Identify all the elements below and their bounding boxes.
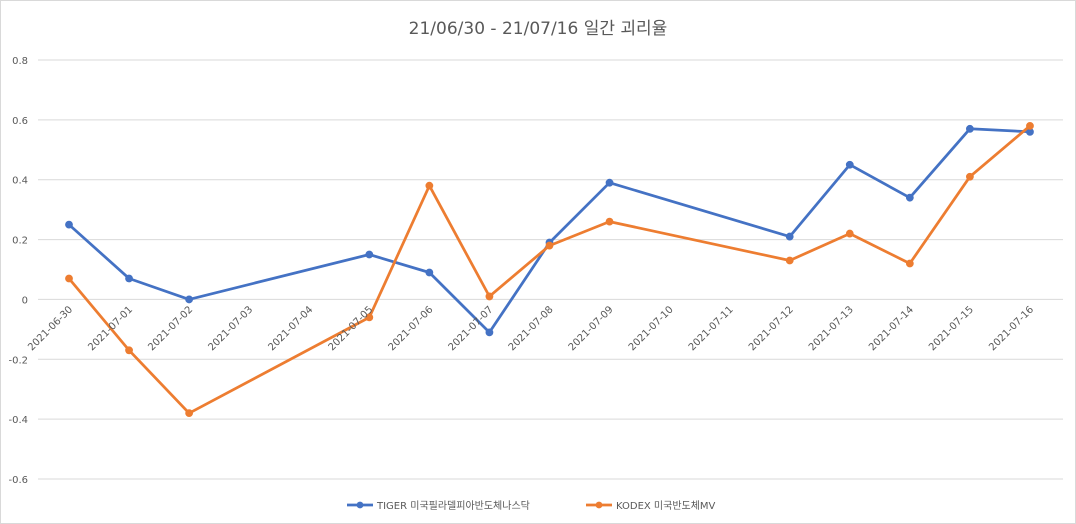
x-tick-label: 2021-07-05: [327, 304, 376, 353]
data-point: [365, 250, 374, 259]
data-point: [966, 172, 974, 181]
data-point: [785, 232, 794, 241]
legend-swatch-marker: [356, 501, 364, 509]
x-tick-label: 2021-07-06: [387, 304, 436, 353]
x-tick-label: 2021-07-03: [206, 304, 255, 353]
data-point: [1026, 121, 1034, 130]
data-point: [65, 274, 73, 283]
data-point: [425, 181, 434, 190]
series-line: [67, 124, 1032, 415]
series-1: [65, 124, 1034, 337]
data-point: [365, 313, 374, 322]
data-point: [845, 229, 854, 238]
data-point: [605, 217, 614, 226]
x-tick-label: 2021-07-09: [567, 304, 616, 353]
legend-swatch-marker: [595, 501, 603, 509]
x-tick-label: 2021-07-04: [266, 304, 315, 353]
x-tick-label: 2021-07-16: [987, 304, 1036, 353]
data-point: [125, 274, 133, 283]
gridlines: [38, 59, 1063, 480]
series-layer: [65, 121, 1034, 418]
chart-title: 21/06/30 - 21/07/16 일간 괴리율: [409, 19, 668, 39]
x-tick-label: 2021-07-01: [86, 304, 135, 353]
x-tick-label: 2021-07-10: [627, 304, 676, 353]
y-axis-ticks: 0.8 0.6 0.4 0.2 0 -0.2 -0.4 -0.6: [8, 56, 28, 486]
data-point: [65, 220, 73, 229]
y-tick-label: 0.8: [12, 56, 28, 67]
y-tick-label: -0.2: [8, 355, 28, 366]
legend-label: TIGER 미국필라델피아반도체나스닥: [376, 500, 530, 512]
data-point: [905, 259, 914, 268]
data-point: [185, 295, 194, 304]
x-tick-label: 2021-07-13: [807, 304, 856, 353]
data-point: [485, 328, 494, 337]
data-point: [185, 409, 194, 418]
y-tick-label: 0.6: [12, 116, 28, 127]
x-tick-label: 2021-07-14: [867, 304, 916, 353]
data-point: [845, 160, 854, 169]
x-tick-label: 2021-07-02: [146, 304, 195, 353]
data-point: [425, 268, 434, 277]
y-tick-label: 0.2: [12, 236, 28, 247]
y-tick-label: -0.6: [8, 475, 28, 486]
x-tick-label: 2021-07-12: [747, 304, 796, 353]
x-tick-label: 2021-07-11: [687, 304, 736, 353]
series-line: [67, 127, 1032, 334]
data-point: [905, 193, 914, 202]
data-point: [605, 178, 614, 187]
legend: TIGER 미국필라델피아반도체나스닥 KODEX 미국반도체MV: [347, 500, 716, 512]
y-tick-label: -0.4: [8, 415, 28, 426]
data-point: [125, 346, 133, 355]
x-tick-label: 2021-07-08: [507, 304, 556, 353]
y-tick-label: 0: [22, 295, 28, 306]
data-point: [785, 256, 794, 265]
data-point: [545, 241, 554, 250]
data-point: [485, 292, 494, 301]
x-axis-ticks: 2021-06-30 2021-07-01 2021-07-02 2021-07-03…: [26, 304, 1036, 353]
series-2: [65, 121, 1034, 418]
y-tick-label: 0.4: [12, 176, 28, 187]
data-point: [966, 124, 974, 133]
legend-label: KODEX 미국반도체MV: [616, 500, 716, 512]
x-tick-label: 2021-07-15: [927, 304, 976, 353]
x-tick-label: 2021-06-30: [26, 304, 75, 353]
